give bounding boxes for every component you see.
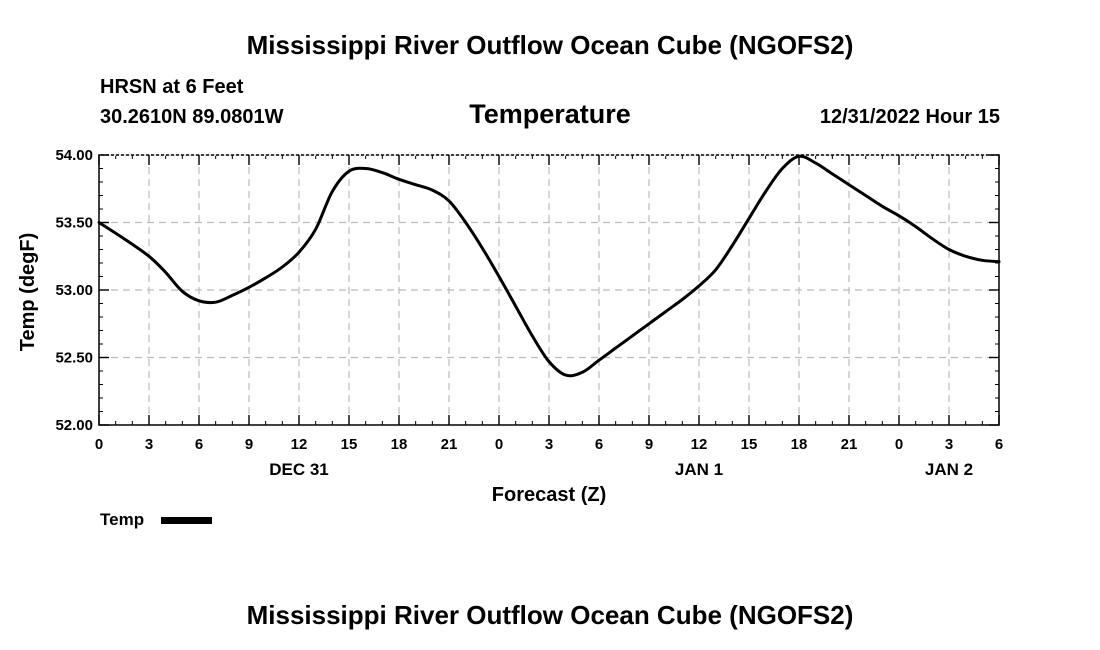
x-tick-label: 12	[291, 436, 308, 453]
x-tick-label: 6	[595, 436, 603, 453]
date-label: DEC 31	[269, 460, 329, 479]
x-tick-label: 21	[841, 436, 858, 453]
date-label: JAN 2	[925, 460, 973, 479]
series	[97, 154, 1001, 378]
x-tick-label: 18	[391, 436, 408, 453]
chart-main-title: Mississippi River Outflow Ocean Cube (NG…	[246, 30, 854, 60]
run-time-label: 12/31/2022 Hour 15	[819, 106, 1000, 128]
y-tick-label: 52.00	[55, 417, 93, 434]
x-tick-label: 9	[245, 436, 253, 453]
grid	[99, 155, 999, 425]
x-tick-label: 6	[995, 436, 1003, 453]
x-tick-label: 21	[441, 436, 458, 453]
x-tick-label: 9	[645, 436, 653, 453]
panel-title: Temperature	[469, 99, 631, 129]
x-axis-title: Forecast (Z)	[492, 484, 606, 506]
x-tick-label: 3	[945, 436, 953, 453]
y-tick-label: 54.00	[55, 147, 93, 164]
x-tick-label: 18	[791, 436, 808, 453]
x-tick-label: 6	[195, 436, 203, 453]
x-tick-label: 0	[895, 436, 903, 453]
y-tick-label: 52.50	[55, 350, 93, 367]
footer-title: Mississippi River Outflow Ocean Cube (NG…	[246, 600, 854, 630]
x-tick-label: 0	[95, 436, 103, 453]
x-tick-label: 12	[691, 436, 708, 453]
station-label: HRSN at 6 Feet	[100, 76, 244, 98]
date-label: JAN 1	[675, 460, 723, 479]
legend: Temp	[100, 510, 212, 529]
y-tick-label: 53.50	[55, 215, 93, 232]
x-tick-label: 3	[545, 436, 553, 453]
y-axis: 52.00 52.50 53.00 53.50 54.00	[55, 147, 999, 434]
x-tick-label: 0	[495, 436, 503, 453]
y-tick-label: 53.00	[55, 282, 93, 299]
y-axis-title: Temp (degF)	[17, 233, 39, 352]
series-line-temp	[97, 154, 1001, 378]
x-axis: 0 3 6 9 12 15 18 21 0 3 6 9 12 15 18 21 0 3 6	[95, 155, 1003, 453]
x-tick-label: 15	[741, 436, 758, 453]
legend-label: Temp	[100, 510, 144, 529]
legend-line-swatch	[161, 517, 212, 524]
x-tick-label: 15	[341, 436, 358, 453]
x-tick-label: 3	[145, 436, 153, 453]
date-labels: DEC 31 JAN 1 JAN 2	[269, 460, 973, 479]
station-coordinates: 30.2610N 89.0801W	[100, 106, 284, 128]
